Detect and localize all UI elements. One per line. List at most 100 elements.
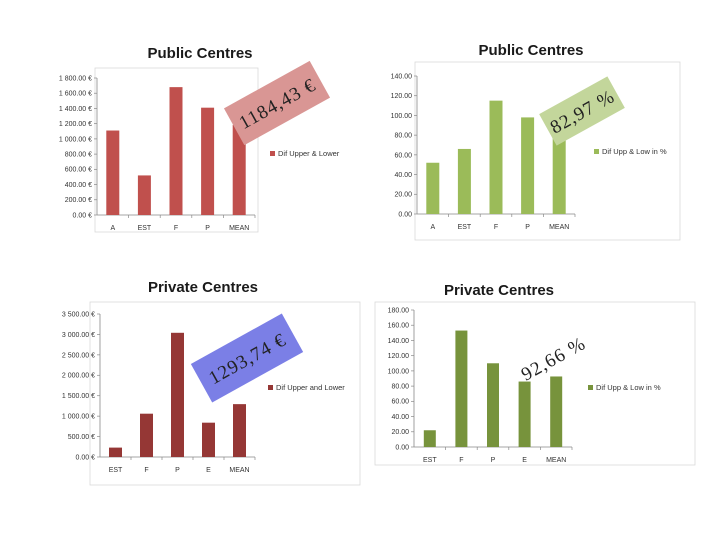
legend-label: Dif Upper and Lower [276,383,345,392]
bar [552,132,566,214]
chart-title: Public Centres [478,42,583,59]
x-tick-label: EST [138,225,152,232]
x-tick-label: P [525,224,530,231]
annotation-box [190,313,304,403]
legend-label: Dif Upp & Low in % [602,147,667,156]
x-tick-label: P [175,467,180,474]
x-tick-label: P [205,225,210,232]
annotation-box [223,60,331,146]
chart-group: Public Centres 0.00 € 200.00 € 400.00 € 600.… [59,45,340,233]
y-tick-label: 2 000.00 € [62,373,95,380]
bar [232,124,246,215]
x-tick-label: F [174,225,178,232]
x-tick-label: EST [458,224,472,231]
y-tick-label: 1 500.00 € [62,393,95,400]
y-tick-label: 500.00 € [68,434,95,441]
legend-label: Dif Upp & Low in % [596,383,661,392]
x-tick-label: MEAN [229,467,249,474]
x-tick-label: P [491,457,496,464]
x-tick-label: E [522,457,527,464]
legend-swatch [594,149,599,154]
bar [489,100,503,214]
x-tick-label: F [494,224,498,231]
x-tick-label: F [459,457,463,464]
chart-public-percent-svg: Public Centres 0.00 20.00 40.00 60.00 80.00 10… [391,42,681,241]
y-tick-label: 3 500.00 € [62,311,95,318]
bar [521,117,535,214]
y-tick-label: 140.00 [391,73,413,80]
y-tick-label: 120.00 [391,93,413,100]
bar [518,381,531,447]
bar [140,413,153,457]
y-tick-label: 80.00 [391,384,409,391]
chart-group: Public Centres 0.00 20.00 40.00 60.00 80.00 10… [391,42,681,241]
y-tick-label: 0.00 [398,211,412,218]
y-tick-label: 160.00 [388,323,410,330]
x-tick-label: E [206,467,211,474]
annotation-callout: 1293,74 € [190,313,304,403]
bar [137,175,151,215]
y-tick-label: 1 200.00 € [59,121,92,128]
y-tick-label: 20.00 [391,429,409,436]
y-tick-label: 100.00 [388,368,410,375]
bar [171,332,184,457]
y-tick-label: 800.00 € [65,152,92,159]
legend-swatch [268,385,273,390]
y-tick-label: 1 800.00 € [59,75,92,82]
y-tick-label: 180.00 [388,307,410,314]
y-tick-label: 1 600.00 € [59,91,92,98]
y-tick-label: 0.00 € [76,454,96,461]
y-tick-label: 1 400.00 € [59,106,92,113]
y-tick-label: 200.00 € [65,197,92,204]
y-tick-label: 100.00 [391,113,413,120]
x-tick-label: A [110,225,115,232]
y-tick-label: 80.00 [394,133,412,140]
chart-group: Private Centres 0.00 € 500.00 € 1 000.00 € 1… [62,279,361,486]
y-tick-label: 40.00 [391,414,409,421]
y-tick-label: 2 500.00 € [62,352,95,359]
y-tick-label: 140.00 [388,338,410,345]
bar [426,162,440,214]
x-tick-label: A [430,224,435,231]
legend-swatch [270,151,275,156]
y-tick-label: 60.00 [394,152,412,159]
bar [109,447,122,457]
y-tick-label: 3 000.00 € [62,332,95,339]
chart-private-euro-svg: Private Centres 0.00 € 500.00 € 1 000.00 € 1… [62,279,361,486]
chart-private-percent-svg: Private Centres 0.00 20.00 40.00 60.00 80.00 1… [374,282,696,466]
bar [202,422,215,457]
y-tick-label: 0.00 € [73,212,93,219]
y-tick-label: 1 000.00 € [62,414,95,421]
x-tick-label: MEAN [549,224,569,231]
chart-private-euro: Private Centres 0.00 € 500.00 € 1 000.00 € 1… [0,270,361,540]
y-tick-label: 1 000.00 € [59,136,92,143]
y-tick-label: 120.00 [388,353,410,360]
bar [457,148,471,214]
chart-title: Private Centres [148,279,258,296]
y-tick-label: 600.00 € [65,167,92,174]
x-tick-label: EST [109,467,123,474]
x-tick-label: F [144,467,148,474]
y-tick-label: 40.00 [394,172,412,179]
chart-group: Private Centres 0.00 20.00 40.00 60.00 80.00 1… [374,282,696,466]
bar [423,430,436,447]
chart-private-percent: Private Centres 0.00 20.00 40.00 60.00 80.00 1… [360,270,720,540]
bar [169,87,183,215]
annotation-box [539,76,625,146]
y-tick-label: 400.00 € [65,182,92,189]
bar [550,376,563,447]
bar [233,404,246,457]
x-tick-label: MEAN [229,225,249,232]
bar [106,130,120,215]
chart-public-euro: Public Centres 0.00 € 200.00 € 400.00 € 600.… [0,0,360,270]
chart-title: Public Centres [147,45,252,62]
bar [201,107,215,215]
bar [455,330,468,447]
chart-title: Private Centres [444,282,554,299]
bar [487,363,499,447]
legend-swatch [588,385,593,390]
y-tick-label: 0.00 [395,444,409,451]
y-tick-label: 20.00 [394,192,412,199]
chart-public-euro-svg: Public Centres 0.00 € 200.00 € 400.00 € 600.… [59,45,340,233]
x-tick-label: MEAN [546,457,566,464]
